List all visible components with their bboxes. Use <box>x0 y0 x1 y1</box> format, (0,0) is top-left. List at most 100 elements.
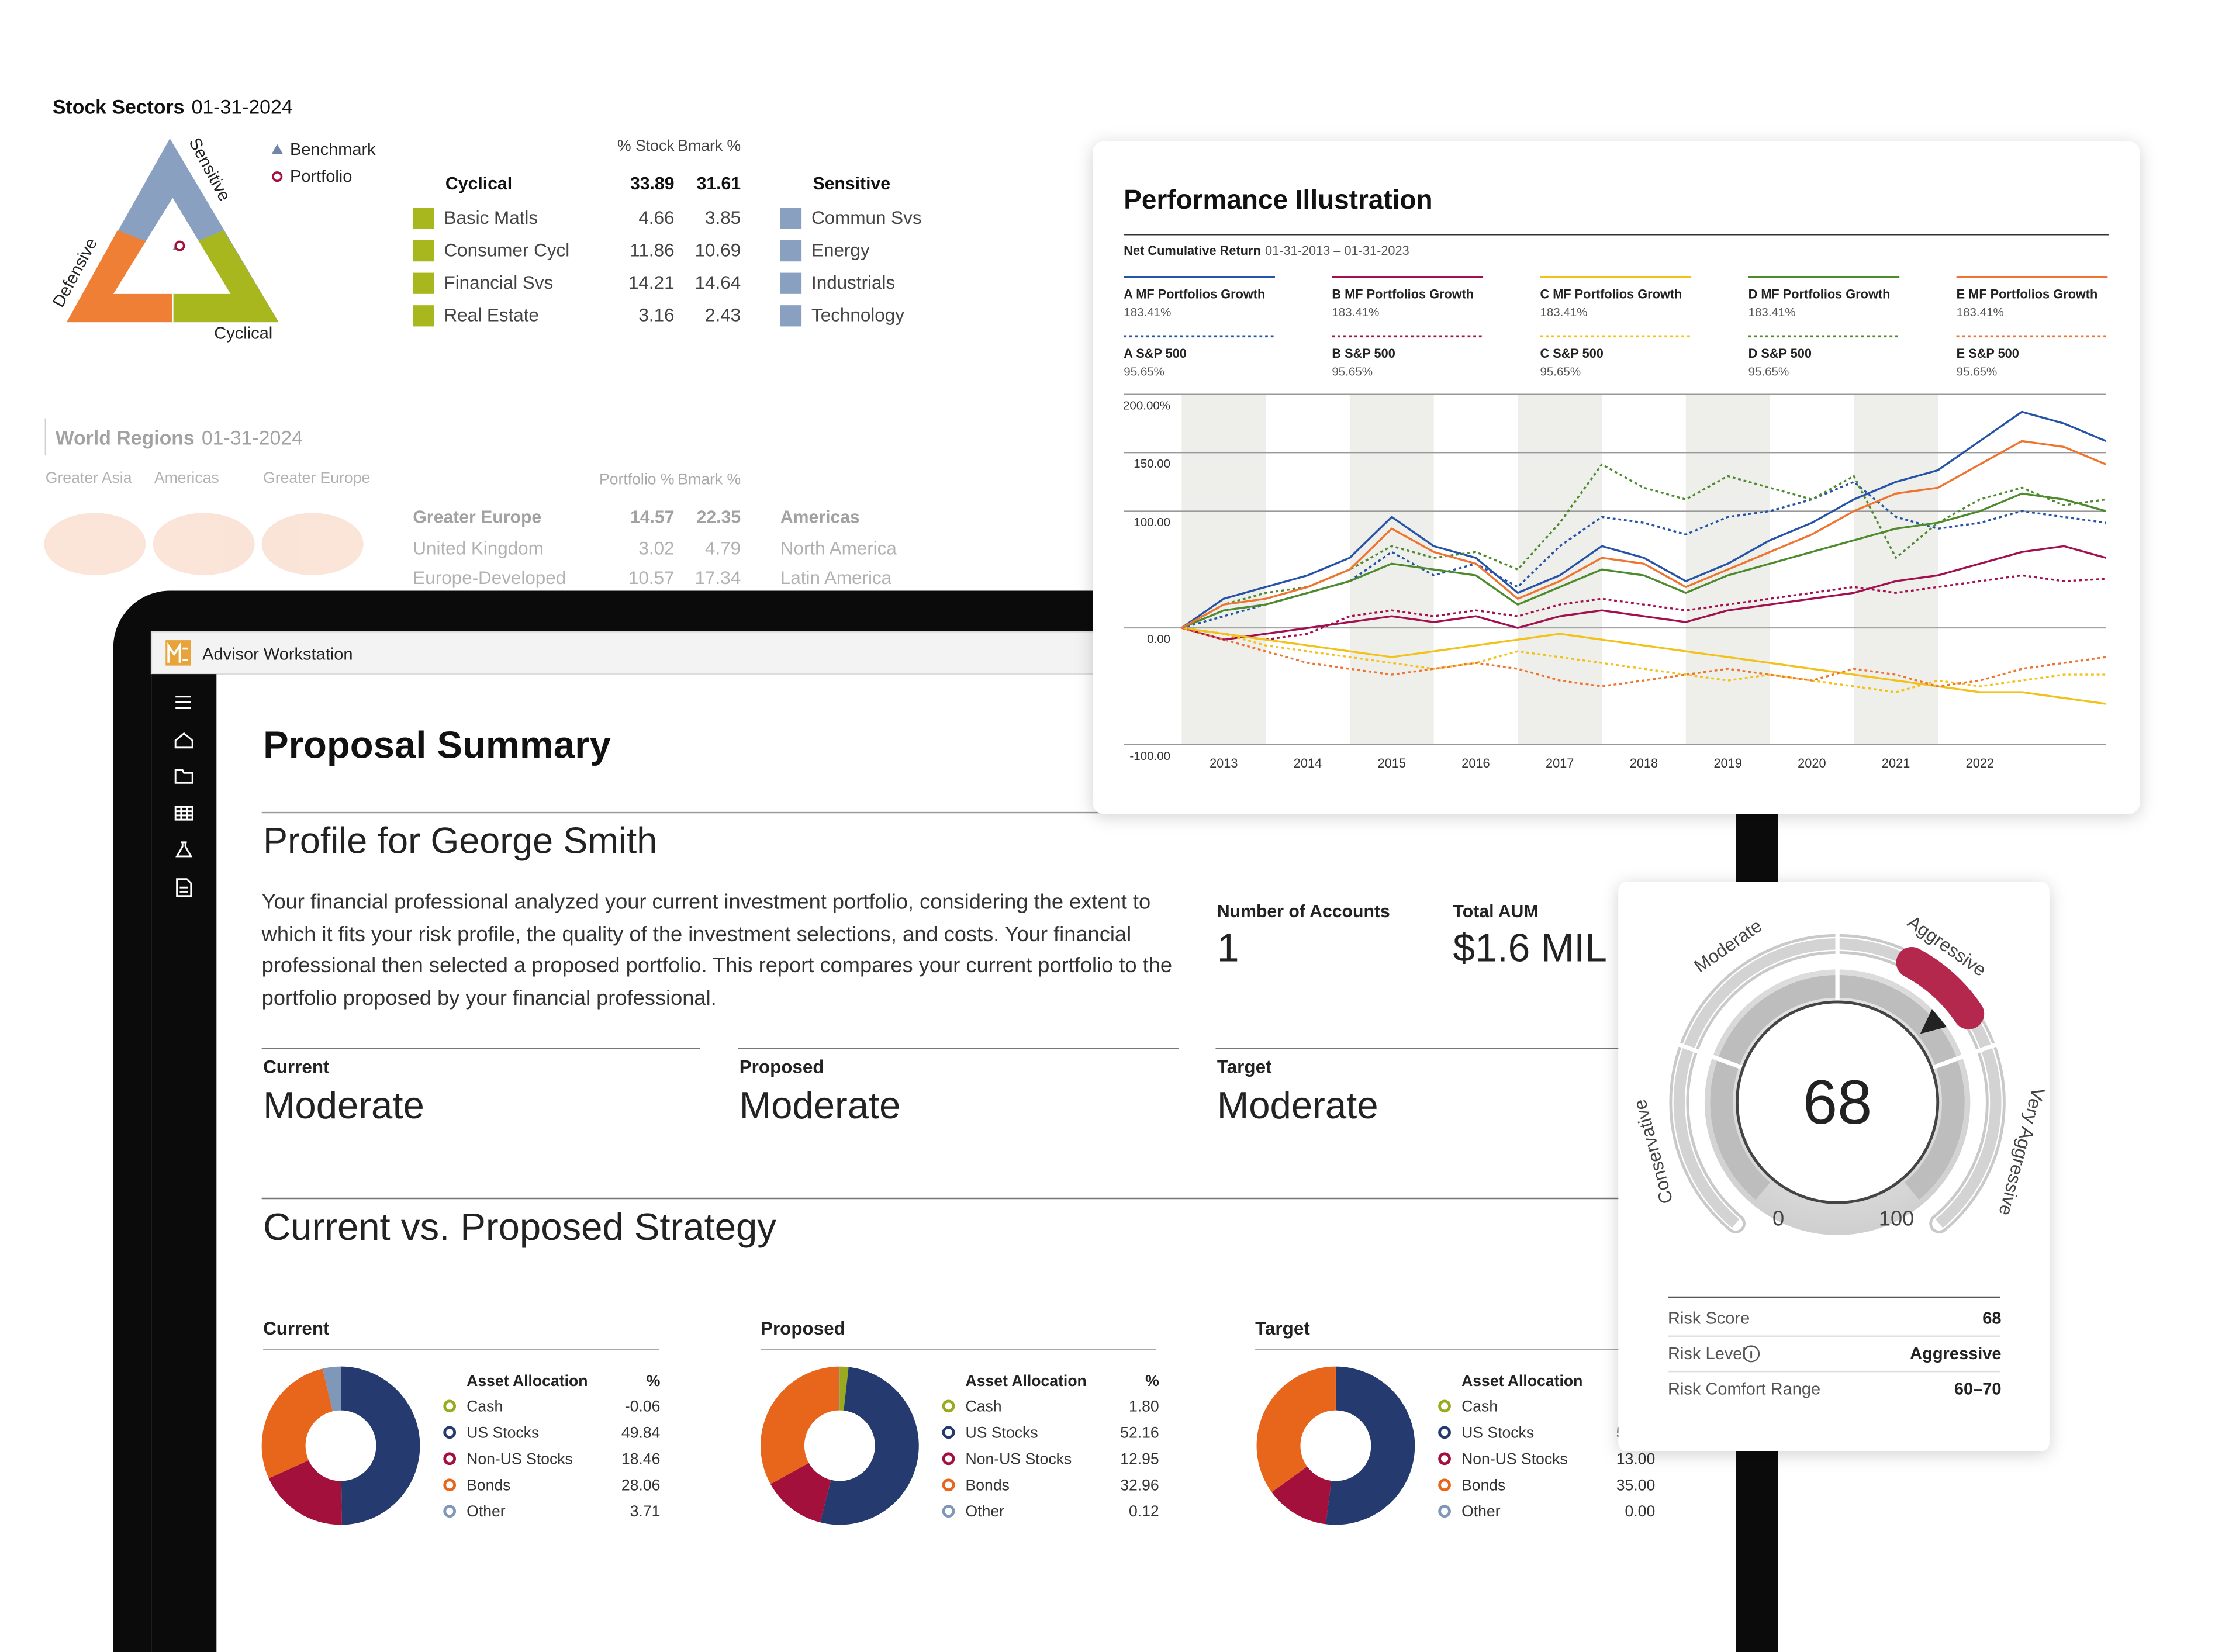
risk-label: Risk Level <box>1668 1345 1746 1363</box>
map-label: Greater Europe <box>263 469 370 486</box>
row-name: Technology <box>811 305 904 326</box>
background-report: Stock Sectors 01-31-2024SensitiveDefensiv… <box>44 96 922 588</box>
row-name: Financial Svs <box>444 272 554 293</box>
lab-icon[interactable] <box>175 841 193 858</box>
group-bmark: 22.35 <box>697 507 741 527</box>
stat-label: Number of Accounts <box>1217 902 1390 921</box>
row-name: Basic Matls <box>444 208 538 228</box>
year-band <box>1349 394 1434 745</box>
group-name: Cyclical <box>445 174 512 193</box>
value-label: 28.06 <box>621 1476 661 1494</box>
legend-marker <box>272 171 283 182</box>
value-label: 18.46 <box>621 1450 661 1467</box>
swatch <box>413 208 434 229</box>
legend-label: Bonds <box>966 1476 1010 1494</box>
allocation-pct-header: % <box>1145 1372 1159 1390</box>
app-logo <box>165 640 191 666</box>
gauge-center <box>1736 1000 1940 1204</box>
x-tick-label: 2020 <box>1798 756 1826 770</box>
row-bmark: 2.43 <box>705 305 741 326</box>
legend-label: Cash <box>467 1397 503 1415</box>
legend-marker <box>942 1505 955 1518</box>
menu-icon[interactable] <box>175 696 191 709</box>
x-tick-label: 2022 <box>1966 756 1994 770</box>
legend-marker <box>942 1478 955 1492</box>
document-icon[interactable] <box>176 878 192 897</box>
column-header: % Stock <box>617 137 675 154</box>
stat-value: 1 <box>1217 927 1239 970</box>
strategy-heading: Current vs. Proposed Strategy <box>263 1205 776 1248</box>
y-tick-label: 150.00 <box>1134 457 1170 471</box>
section-title: World Regions 01-31-2024 <box>56 427 303 449</box>
legend-marker <box>443 1478 457 1492</box>
legend-label: Other <box>966 1502 1005 1520</box>
row-name: Real Estate <box>444 305 539 326</box>
series-line <box>1181 627 2106 687</box>
group-stock: 33.89 <box>630 174 675 193</box>
row-bmark: 4.79 <box>705 538 741 558</box>
card-title: Performance Illustration <box>1124 184 1432 215</box>
legend-value: 183.41% <box>1957 306 2004 319</box>
series-line <box>1181 574 2106 641</box>
donut-slice <box>770 1463 831 1523</box>
description: Your financial professional analyzed you… <box>261 890 1173 1010</box>
allocation-title: Current <box>263 1318 330 1339</box>
year-band <box>1518 394 1602 745</box>
x-tick-label: 2021 <box>1882 756 1910 770</box>
value-label: 0.00 <box>1625 1502 1656 1520</box>
segment-divider <box>1929 1042 1998 1071</box>
x-tick-label: 2016 <box>1461 756 1490 770</box>
row-bmark: 3.85 <box>705 208 741 228</box>
y-tick-label: 100.00 <box>1134 516 1170 529</box>
profile-value: Moderate <box>740 1084 901 1126</box>
date: 01-31-2024 <box>192 96 293 119</box>
title: World Regions <box>56 427 195 449</box>
row-name: Latin America <box>780 568 892 588</box>
row-bmark: 10.69 <box>695 240 741 260</box>
world-regions: World Regions 01-31-2024 Greater Asia Ameri… <box>44 418 897 588</box>
legend-label: E S&P 500 <box>1957 346 2019 361</box>
y-tick-label: 0.00 <box>1147 633 1170 646</box>
value-label: 0.12 <box>1129 1502 1159 1520</box>
group-name: Greater Europe <box>413 507 541 527</box>
value-label: 49.84 <box>621 1423 661 1441</box>
risk-value: 60–70 <box>1954 1380 2002 1398</box>
row-name: Europe-Developed <box>413 568 566 588</box>
stat-value: $1.6 MIL <box>1453 927 1607 970</box>
row-portfolio: 10.57 <box>628 568 675 588</box>
legend-label: E MF Portfolios Growth <box>1957 286 2098 301</box>
series-line <box>1181 440 2107 629</box>
donut-slice <box>322 1366 341 1412</box>
app-logo-mark <box>167 642 188 663</box>
legend-label: A S&P 500 <box>1124 346 1187 361</box>
row-stock: 11.86 <box>630 240 674 260</box>
legend-label: Non-US Stocks <box>467 1450 573 1467</box>
y-tick-label: 200.00% <box>1123 399 1170 412</box>
home-icon[interactable] <box>174 732 193 749</box>
x-tick-label: 2019 <box>1713 756 1741 770</box>
row-name: Energy <box>811 240 870 260</box>
folder-icon[interactable] <box>174 769 193 784</box>
donut-slice <box>261 1368 333 1478</box>
legend-marker <box>1438 1452 1451 1466</box>
info-icon <box>1743 1345 1760 1363</box>
legend-value: 95.65% <box>1332 365 1373 378</box>
allocation-title: Proposed <box>761 1318 845 1339</box>
row-name: Industrials <box>811 272 895 293</box>
legend-label: B S&P 500 <box>1332 346 1395 361</box>
gauge-min: 0 <box>1772 1206 1784 1230</box>
risk-value: Aggressive <box>1910 1345 2001 1363</box>
donut-slice <box>761 1366 839 1484</box>
swatch <box>413 272 434 294</box>
allocation-title: Target <box>1255 1318 1310 1339</box>
legend-value: 95.65% <box>1957 365 1998 378</box>
subtitle-date: 01-31-2013 – 01-31-2023 <box>1265 243 1409 257</box>
stat-label: Total AUM <box>1453 902 1539 921</box>
gauge-max: 100 <box>1879 1206 1914 1230</box>
group-portfolio: 14.57 <box>630 507 675 527</box>
legend-label: Other <box>467 1502 506 1520</box>
table-icon[interactable] <box>174 806 193 821</box>
donut-slice <box>839 1366 849 1411</box>
map-label: Americas <box>154 469 219 486</box>
